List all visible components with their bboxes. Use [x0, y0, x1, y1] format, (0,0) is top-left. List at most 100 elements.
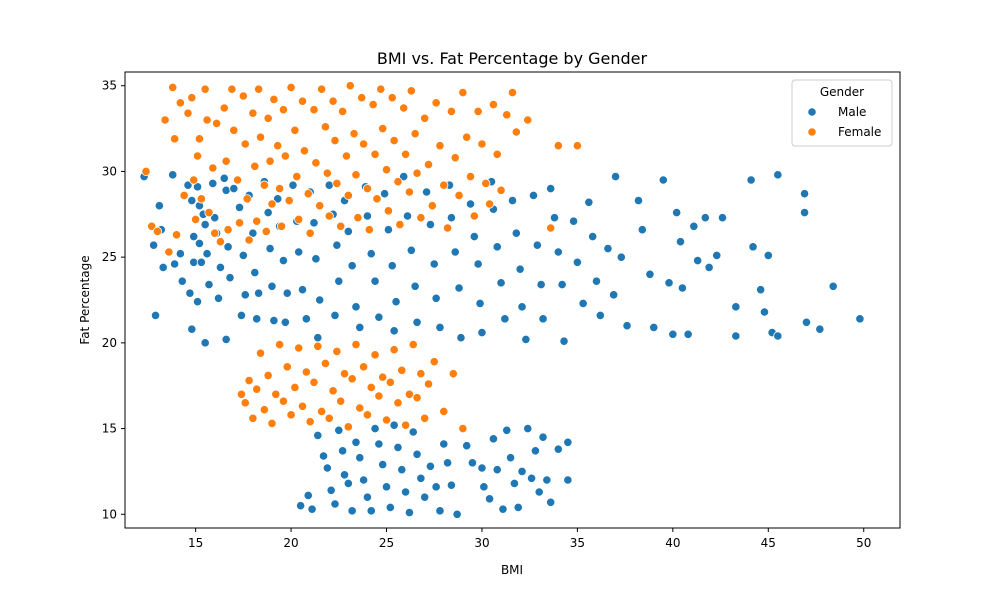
- data-point-male: [189, 231, 199, 242]
- data-point-male: [799, 207, 810, 218]
- data-point-female: [244, 235, 254, 245]
- data-point-male: [410, 281, 420, 291]
- data-point-male: [591, 276, 602, 286]
- data-point-male: [496, 278, 506, 288]
- data-point-male: [469, 231, 479, 242]
- data-point-female: [406, 86, 416, 96]
- data-point-female: [439, 180, 449, 190]
- data-point-female: [381, 415, 392, 425]
- data-point-female: [244, 375, 254, 386]
- data-point-female: [238, 91, 248, 101]
- data-point-male: [507, 195, 518, 206]
- data-point-female: [280, 151, 290, 161]
- data-point-male: [412, 449, 422, 459]
- data-point-male: [192, 182, 203, 192]
- data-point-male: [278, 255, 289, 266]
- data-point-male: [439, 439, 449, 449]
- data-point-female: [152, 226, 163, 237]
- data-point-male: [528, 190, 539, 201]
- data-point-female: [385, 377, 395, 387]
- data-point-male: [748, 242, 758, 252]
- data-point-female: [276, 221, 287, 231]
- data-point-female: [393, 177, 403, 187]
- data-point-male: [731, 302, 741, 312]
- data-point-male: [389, 326, 399, 336]
- data-point-male: [435, 322, 445, 333]
- data-point-female: [147, 221, 157, 231]
- data-point-female: [297, 401, 308, 411]
- data-point-male: [855, 314, 865, 324]
- data-point-male: [536, 279, 546, 290]
- data-point-female: [320, 122, 331, 132]
- data-point-female: [553, 141, 563, 151]
- legend-marker-male: [807, 107, 817, 117]
- data-point-female: [317, 406, 327, 417]
- data-point-male: [488, 434, 499, 444]
- data-point-female: [442, 223, 453, 233]
- data-point-female: [462, 132, 472, 142]
- data-point-male: [773, 331, 783, 341]
- data-point-male: [633, 195, 644, 206]
- data-point-female: [351, 170, 361, 180]
- data-point-female: [179, 190, 189, 201]
- data-point-male: [366, 249, 376, 259]
- data-point-female: [370, 149, 380, 159]
- data-point-male: [568, 216, 579, 226]
- data-point-male: [200, 219, 210, 230]
- data-point-male: [402, 211, 413, 221]
- data-point-male: [658, 175, 668, 185]
- data-point-female: [366, 382, 376, 393]
- data-point-male: [215, 262, 226, 273]
- data-point-female: [164, 247, 174, 257]
- data-point-male: [435, 506, 445, 516]
- data-point-female: [423, 159, 434, 170]
- data-point-female: [305, 228, 315, 238]
- data-point-male: [759, 307, 770, 317]
- y-tick-label: 35: [102, 79, 117, 93]
- data-point-female: [481, 178, 491, 189]
- data-point-male: [454, 283, 464, 293]
- legend-label-male: Male: [838, 105, 866, 119]
- data-point-female: [267, 199, 277, 209]
- data-point-male: [668, 329, 678, 339]
- data-point-female: [196, 194, 206, 204]
- data-point-male: [425, 461, 436, 471]
- data-point-female: [359, 362, 369, 372]
- data-point-female: [492, 149, 502, 159]
- data-point-male: [380, 189, 390, 199]
- data-point-male: [334, 425, 344, 435]
- y-tick-label: 10: [102, 507, 117, 521]
- data-point-male: [223, 242, 233, 252]
- data-point-female: [507, 87, 518, 98]
- data-point-male: [664, 278, 674, 288]
- data-point-female: [372, 194, 382, 204]
- data-point-male: [158, 262, 168, 273]
- data-point-male: [187, 324, 197, 334]
- data-point-male: [280, 317, 290, 327]
- legend-marker-female: [807, 127, 817, 137]
- data-point-female: [168, 82, 178, 93]
- data-point-male: [500, 314, 510, 324]
- data-point-female: [313, 341, 323, 351]
- data-point-male: [542, 475, 552, 485]
- data-point-male: [210, 213, 220, 223]
- data-point-male: [683, 329, 693, 339]
- data-point-female: [254, 84, 264, 94]
- data-point-female: [364, 225, 374, 235]
- data-point-male: [412, 317, 422, 327]
- data-point-male: [828, 281, 838, 291]
- data-point-male: [404, 507, 415, 518]
- data-point-male: [347, 261, 357, 271]
- x-axis-label: BMI: [501, 563, 523, 577]
- data-point-male: [213, 293, 224, 303]
- data-point-female: [523, 115, 533, 125]
- data-point-male: [492, 242, 502, 252]
- points-layer: [139, 81, 865, 519]
- data-point-male: [563, 475, 573, 485]
- data-point-male: [351, 302, 361, 312]
- data-point-male: [273, 194, 283, 204]
- data-point-female: [242, 194, 252, 204]
- data-point-female: [324, 413, 334, 423]
- data-point-male: [221, 185, 231, 195]
